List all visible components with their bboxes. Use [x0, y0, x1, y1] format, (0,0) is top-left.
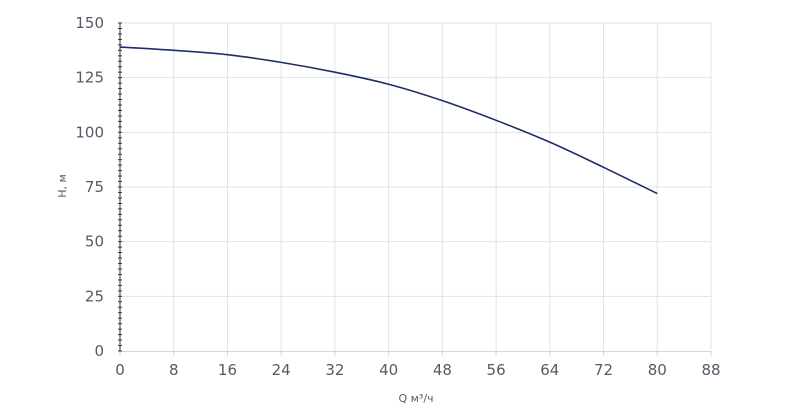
y-tick-label: 150 [75, 14, 104, 32]
series [119, 46, 658, 195]
series-line [119, 46, 658, 195]
x-tick-label: 8 [169, 361, 179, 379]
x-tick-label: 48 [433, 361, 452, 379]
x-tick-label: 40 [379, 361, 398, 379]
x-tick-labels: 0 8 16 24 32 40 48 56 64 72 80 88 [115, 361, 720, 379]
y-tick-label: 75 [85, 178, 104, 196]
x-tick-label: 16 [218, 361, 237, 379]
axes [118, 22, 712, 356]
x-tick-label: 56 [487, 361, 506, 379]
y-tick-label: 0 [94, 342, 104, 360]
x-tick-label: 32 [325, 361, 344, 379]
y-tick-label: 100 [75, 123, 104, 141]
y-tick-label: 50 [85, 233, 104, 251]
y-tick-label: 125 [75, 69, 104, 87]
y-tick-labels: 0 25 50 75 100 125 150 [75, 14, 104, 360]
y-tick-label: 25 [85, 287, 104, 305]
x-tick-label: 64 [540, 361, 559, 379]
x-tick-label: 80 [648, 361, 667, 379]
x-tick-label: 24 [272, 361, 291, 379]
x-tick-label: 88 [701, 361, 720, 379]
y-axis-title: H, м [56, 174, 69, 198]
x-axis-title: Q м³/ч [398, 392, 433, 405]
grid [120, 22, 712, 351]
x-tick-label: 72 [594, 361, 613, 379]
x-tick-label: 0 [115, 361, 125, 379]
